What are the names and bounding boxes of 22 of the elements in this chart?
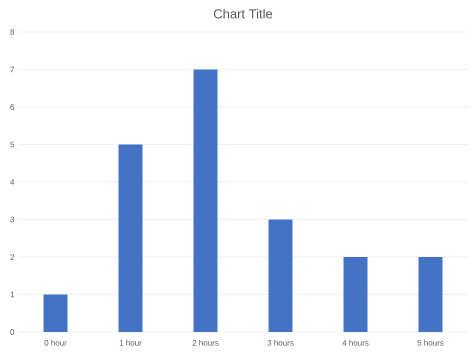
x-tick-label: 2 hours (192, 340, 219, 346)
x-tick-label: 0 hour (44, 340, 67, 346)
y-tick-label: 8 (10, 29, 14, 35)
y-tick-label: 1 (10, 292, 14, 298)
bar (268, 219, 292, 332)
bar (118, 144, 143, 332)
y-tick-label: 6 (10, 104, 14, 110)
y-tick-label: 7 (10, 66, 14, 72)
x-tick-label: 3 hours (267, 340, 294, 346)
y-tick-label: 0 (10, 329, 14, 335)
y-tick-label: 2 (10, 254, 14, 260)
y-tick-label: 3 (10, 216, 14, 222)
x-tick-label: 5 hours (417, 340, 444, 346)
bar (344, 256, 368, 332)
x-tick-label: 4 hours (342, 340, 369, 346)
y-tick-label: 4 (10, 179, 14, 185)
x-tick-label: 1 hour (120, 340, 142, 346)
bar (44, 294, 68, 332)
y-tick-label: 5 (10, 142, 14, 148)
bar (418, 256, 442, 332)
bar (194, 69, 218, 332)
chart-title: Chart Title (214, 8, 272, 18)
